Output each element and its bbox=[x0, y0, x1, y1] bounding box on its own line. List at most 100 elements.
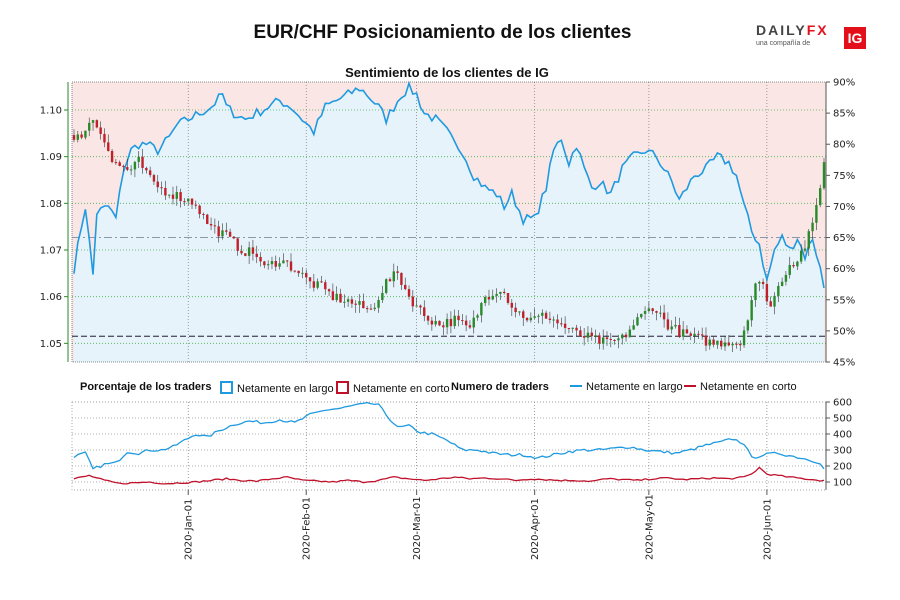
candle-body bbox=[552, 319, 555, 321]
count-tick-label: 500 bbox=[833, 414, 852, 425]
candle-body bbox=[187, 198, 190, 202]
candle-body bbox=[434, 320, 437, 325]
candle-body bbox=[305, 272, 308, 278]
x-tick-label: 2020-Apr-01 bbox=[530, 498, 541, 560]
price-tick-label: 1.05 bbox=[40, 339, 62, 350]
candle-body bbox=[442, 325, 445, 328]
candle-body bbox=[556, 319, 559, 324]
candle-body bbox=[605, 337, 609, 339]
long-area bbox=[74, 83, 824, 363]
candle-body bbox=[613, 339, 616, 341]
price-tick-label: 1.10 bbox=[40, 106, 62, 117]
candle-body bbox=[221, 230, 224, 237]
candle-body bbox=[777, 285, 780, 296]
candle-body bbox=[377, 300, 380, 308]
candle-body bbox=[632, 325, 635, 330]
candle-body bbox=[780, 281, 784, 286]
candle-body bbox=[411, 296, 415, 307]
candle-body bbox=[198, 205, 201, 215]
candle-body bbox=[594, 335, 597, 337]
candle-body bbox=[324, 282, 327, 290]
candle-body bbox=[609, 338, 613, 340]
candle-body bbox=[678, 324, 681, 337]
candle-body bbox=[541, 312, 544, 316]
candle-body bbox=[735, 343, 738, 345]
candle-body bbox=[270, 261, 274, 265]
candle-body bbox=[544, 312, 548, 319]
legend-num-title: Numero de traders bbox=[451, 381, 549, 393]
candle-body bbox=[354, 303, 357, 305]
candle-body bbox=[426, 316, 430, 321]
candle-body bbox=[499, 291, 502, 294]
candle-body bbox=[72, 135, 76, 140]
lower-frame bbox=[71, 401, 827, 491]
candle-body bbox=[483, 297, 487, 304]
count-tick-label: 600 bbox=[833, 398, 852, 409]
ig-logo: IG bbox=[844, 27, 866, 49]
candle-body bbox=[206, 214, 209, 224]
pct-tick-label: 55% bbox=[833, 295, 855, 306]
long-line-icon bbox=[570, 385, 582, 387]
legend-pct-long: Netamente en largo bbox=[220, 381, 334, 395]
legend-pct-title: Porcentaje de los traders bbox=[80, 381, 212, 393]
candle-body bbox=[758, 281, 761, 284]
candle-body bbox=[308, 277, 312, 282]
candle-body bbox=[137, 156, 140, 162]
candle-body bbox=[445, 318, 449, 328]
candle-body bbox=[392, 271, 395, 282]
candle-body bbox=[495, 293, 498, 296]
candle-body bbox=[598, 335, 601, 344]
candle-body bbox=[655, 311, 658, 313]
candle-body bbox=[754, 283, 757, 301]
candle-body bbox=[297, 270, 300, 274]
candle-body bbox=[461, 320, 464, 322]
candle-body bbox=[236, 238, 239, 251]
pct-tick-label: 50% bbox=[833, 326, 855, 337]
candle-body bbox=[400, 272, 403, 285]
candle-body bbox=[567, 327, 571, 329]
candle-body bbox=[247, 247, 251, 256]
candle-body bbox=[312, 281, 316, 288]
candle-body bbox=[491, 295, 494, 300]
candle-body bbox=[624, 334, 628, 338]
candle-body bbox=[171, 194, 175, 199]
candle-body bbox=[563, 323, 567, 328]
x-tick-label: 2020-Jun-01 bbox=[762, 498, 773, 560]
candle-body bbox=[822, 162, 826, 189]
candle-body bbox=[518, 311, 521, 313]
candle-body bbox=[803, 248, 807, 251]
pct-long-line bbox=[73, 80, 825, 289]
candle-body bbox=[662, 312, 666, 320]
candle-body bbox=[80, 134, 83, 138]
candle-body bbox=[720, 340, 723, 347]
candle-body bbox=[194, 204, 198, 206]
candle-body bbox=[723, 342, 727, 347]
candle-body bbox=[419, 305, 422, 308]
candle-body bbox=[457, 315, 460, 321]
candle-body bbox=[331, 291, 335, 301]
candle-body bbox=[316, 281, 319, 288]
candle-body bbox=[84, 130, 87, 138]
candle-body bbox=[122, 165, 125, 168]
candle-body bbox=[251, 247, 255, 254]
x-tick-label: 2020-May-01 bbox=[644, 494, 655, 560]
candle-body bbox=[575, 327, 578, 331]
candle-body bbox=[799, 250, 803, 262]
candle-body bbox=[796, 261, 799, 267]
candle-body bbox=[670, 326, 673, 330]
pct-tick-label: 90% bbox=[833, 78, 855, 89]
candle-body bbox=[769, 301, 772, 307]
candle-body bbox=[396, 271, 399, 273]
candle-body bbox=[141, 156, 144, 168]
candle-body bbox=[761, 281, 765, 285]
candle-body bbox=[693, 333, 696, 336]
candle-body bbox=[91, 120, 95, 123]
candle-body bbox=[369, 308, 373, 310]
candle-body bbox=[107, 142, 110, 152]
pct-tick-label: 85% bbox=[833, 109, 855, 120]
candle-body bbox=[183, 201, 186, 203]
logo-brand: DAILYFX bbox=[756, 22, 829, 38]
candle-body bbox=[522, 311, 525, 318]
candle-body bbox=[293, 270, 297, 272]
candle-body bbox=[114, 162, 118, 164]
